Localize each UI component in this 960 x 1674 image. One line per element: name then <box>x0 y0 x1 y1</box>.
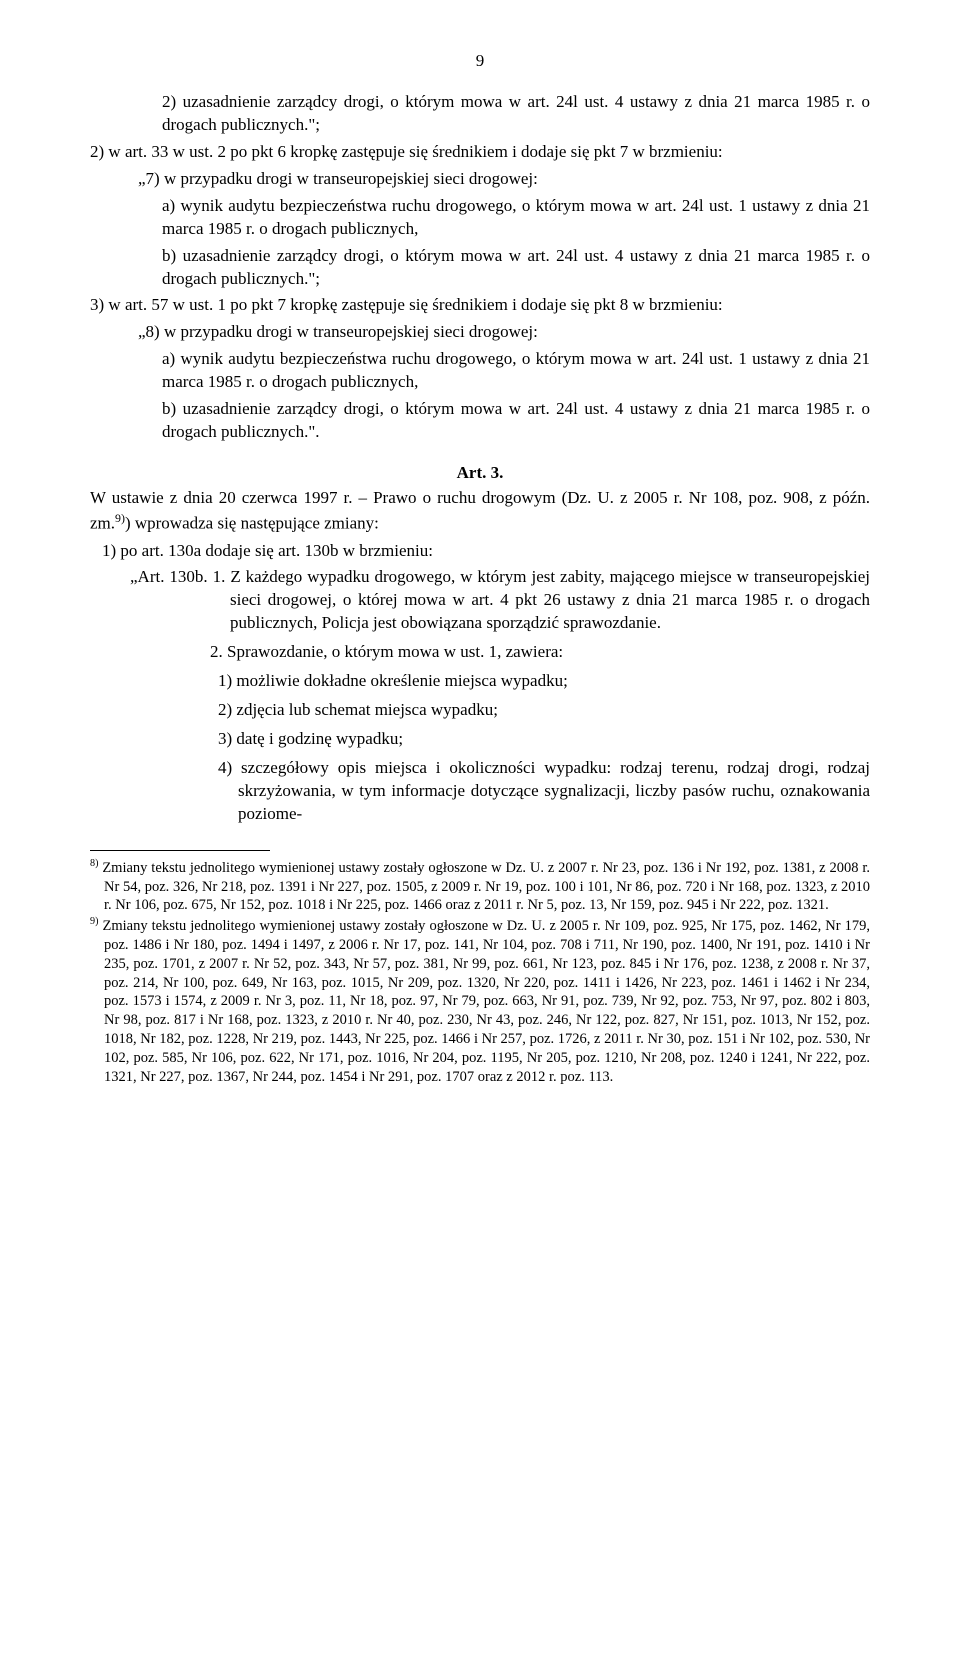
body-paragraph: a) wynik audytu bezpieczeństwa ruchu dro… <box>90 348 870 394</box>
body-paragraph: 2) w art. 33 w ust. 2 po pkt 6 kropkę za… <box>90 141 870 164</box>
footnote: 9) Zmiany tekstu jednolitego wymienionej… <box>90 915 870 1086</box>
body-paragraph: „7) w przypadku drogi w transeuropejskie… <box>90 168 870 191</box>
body-paragraph: „8) w przypadku drogi w transeuropejskie… <box>90 321 870 344</box>
article-heading: Art. 3. <box>90 462 870 485</box>
body-paragraph: 3) w art. 57 w ust. 1 po pkt 7 kropkę za… <box>90 294 870 317</box>
body-paragraph: 2) uzasadnienie zarządcy drogi, o którym… <box>90 91 870 137</box>
footnotes-block: 8) Zmiany tekstu jednolitego wymienionej… <box>90 857 870 1087</box>
body-paragraph: 1) po art. 130a dodaje się art. 130b w b… <box>90 540 870 563</box>
body-paragraph: b) uzasadnienie zarządcy drogi, o którym… <box>90 245 870 291</box>
footnote-ref: 9) <box>115 511 125 525</box>
body-paragraph: b) uzasadnienie zarządcy drogi, o którym… <box>90 398 870 444</box>
body-paragraph: W ustawie z dnia 20 czerwca 1997 r. – Pr… <box>90 487 870 536</box>
body-paragraph: a) wynik audytu bezpieczeństwa ruchu dro… <box>90 195 870 241</box>
body-paragraph: 4) szczegółowy opis miejsca i okolicznoś… <box>90 757 870 826</box>
page-number: 9 <box>90 50 870 73</box>
body-paragraph: 1) możliwie dokładne określenie miejsca … <box>90 670 870 693</box>
document-page: 9 2) uzasadnienie zarządcy drogi, o któr… <box>0 0 960 1127</box>
footnote-text: Zmiany tekstu jednolitego wymienionej us… <box>98 918 870 1085</box>
body-paragraph: 3) datę i godzinę wypadku; <box>90 728 870 751</box>
footnote-text: Zmiany tekstu jednolitego wymienionej us… <box>98 860 870 914</box>
body-paragraph: 2. Sprawozdanie, o którym mowa w ust. 1,… <box>90 641 870 664</box>
body-text: ) wprowadza się następujące zmiany: <box>125 514 379 533</box>
footnote: 8) Zmiany tekstu jednolitego wymienionej… <box>90 857 870 915</box>
body-paragraph: 2) zdjęcia lub schemat miejsca wypadku; <box>90 699 870 722</box>
footnote-separator <box>90 850 270 851</box>
body-paragraph: „Art. 130b. 1. Z każdego wypadku drogowe… <box>90 566 870 635</box>
